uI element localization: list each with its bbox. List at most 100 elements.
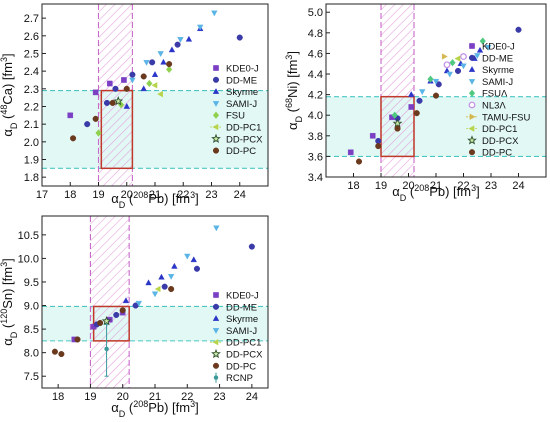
constraint-band-vertical (381, 4, 414, 177)
series-dd-pc (355, 92, 440, 165)
constraint-band-vertical (90, 216, 130, 388)
legend-marker (468, 89, 476, 97)
legend-item-dd-pc: DD-PC (212, 146, 256, 157)
y-tick-label: 9.0 (24, 301, 39, 313)
legend-marker (212, 303, 220, 310)
data-point-dd-pc (97, 319, 104, 327)
legend-marker (469, 113, 476, 120)
data-point-sami-j (485, 44, 492, 51)
legend-item-dd-pcx: DD-PCX (211, 348, 263, 361)
data-point-dd-me (375, 137, 382, 145)
data-point-dd-me (236, 34, 243, 41)
series-dd-pc (70, 61, 173, 142)
legend-label: RCNP (226, 373, 253, 384)
data-point-dd-pcx (113, 96, 124, 106)
data-point-skyrme (476, 46, 484, 53)
series-dd-pc1 (151, 82, 163, 98)
data-point-skyrme (190, 256, 197, 263)
data-point-sami-j (129, 77, 136, 84)
series-dd-pcx (113, 96, 124, 106)
series-sami-j (419, 44, 492, 96)
legend-marker (468, 101, 476, 109)
legend-marker (469, 43, 475, 49)
series-dd-pcx (101, 315, 112, 326)
legend-marker (468, 149, 476, 156)
legend-item-skyrme: Skyrme (468, 65, 514, 76)
data-point-skyrme (122, 297, 130, 304)
chart-sn120: 18 19 20 21 22 23 24 7.5 8.0 8.5 9.0 9.5 10.0 10.5 αD … (0, 215, 269, 419)
data-point-kde0-j (121, 77, 127, 83)
legend-item-tamu-fsu: TAMU-FSU (466, 112, 531, 123)
y-tick-label: 9.5 (24, 277, 39, 289)
legend-label: SAMI-J (226, 326, 257, 337)
x-axis-label: αD (208Pb) [fm3] (111, 190, 199, 210)
legend-item-dd-pc1: DD-PC1 (210, 123, 261, 134)
legend-marker (467, 135, 477, 145)
data-point-sami-j (213, 225, 220, 232)
chart-ni68: 18 19 20 21 22 23 24 3.4 3.6 3.8 4.0 4.2 4.4 4.6 4.8 5.… (284, 3, 547, 203)
data-point-kde0-j (92, 89, 99, 96)
y-axis-label: αD (48Ca) [fm3] (0, 53, 19, 136)
data-point-nl3lambda (443, 61, 451, 69)
series-dd-me (93, 243, 255, 328)
series-fsulambda (391, 37, 486, 119)
data-point-dd-me (103, 99, 111, 107)
x-axis: 17 18 19 20 21 22 23 24 (36, 182, 246, 201)
series-dd-pc1 (454, 55, 461, 62)
data-point-kde0-j (408, 104, 415, 110)
legend: KDE0-JDD-MESkyrmeSAMI-JFSUDD-PC1DD-PCXDD… (210, 64, 263, 157)
legend-marker (468, 79, 476, 85)
legend-marker (212, 88, 220, 94)
data-point-dd-me (113, 311, 120, 319)
legend-marker (212, 101, 220, 107)
legend-item-dd-me: DD-ME (468, 53, 513, 64)
legend-label: DD-ME (226, 75, 257, 86)
data-point-dd-pc (92, 115, 99, 122)
data-point-sami-j (432, 78, 440, 85)
legend-item-dd-me: DD-ME (212, 302, 257, 313)
data-point-sami-j (446, 71, 453, 78)
x-tick-label: 22 (457, 180, 469, 192)
legend-marker (211, 348, 221, 359)
legend-label: FSU (226, 111, 245, 122)
data-point-dd-pc1 (157, 90, 163, 98)
data-point-dd-pc (74, 336, 81, 343)
data-point-sami-j (184, 253, 191, 260)
data-point-dd-me (161, 283, 168, 290)
legend-label: KDE0-J (482, 42, 515, 53)
legend-item-skyrme: Skyrme (212, 314, 258, 325)
x-tick-label: 18 (64, 189, 76, 201)
data-point-dd-me (454, 67, 462, 74)
legend-item-nl3lambda: NL3Λ (468, 101, 506, 112)
data-point-dd-pc1 (454, 55, 461, 62)
data-point-dd-pc (432, 92, 440, 99)
constraint-band-horizontal (42, 306, 268, 341)
data-point-dd-pc (394, 125, 401, 132)
data-point-sami-j (177, 37, 184, 43)
data-point-skyrme (443, 67, 451, 74)
legend-marker (211, 133, 221, 143)
data-point-sami-j (197, 24, 204, 31)
legend-label: NL3Λ (482, 101, 506, 112)
legend-item-dd-pcx: DD-PCX (211, 133, 263, 145)
data-point-dd-pc (123, 85, 130, 92)
y-tick-label: 7.5 (24, 371, 39, 383)
data-point-kde0-j (369, 133, 376, 139)
data-point-skyrme (158, 273, 165, 280)
legend-item-dd-pc1: DD-PC1 (466, 124, 517, 135)
data-point-dd-me (129, 71, 136, 78)
x-tick-label: 20 (121, 189, 133, 201)
y-tick-label: 4.8 (308, 28, 323, 40)
x-tick-label: 17 (36, 189, 48, 201)
legend-item-sami-j: SAMI-J (212, 326, 257, 337)
x-tick-label: 24 (512, 180, 524, 192)
x-tick-label: 19 (375, 180, 387, 192)
y-tick-label: 8.0 (24, 348, 39, 360)
legend-marker (212, 123, 219, 131)
y-axis-label: αD (120Sn) [fm3] (0, 258, 19, 346)
data-point-sami-j (460, 63, 467, 70)
y-tick-label: 3.8 (308, 131, 323, 143)
data-point-dd-pc (119, 307, 126, 314)
x-tick-label: 22 (177, 189, 189, 201)
